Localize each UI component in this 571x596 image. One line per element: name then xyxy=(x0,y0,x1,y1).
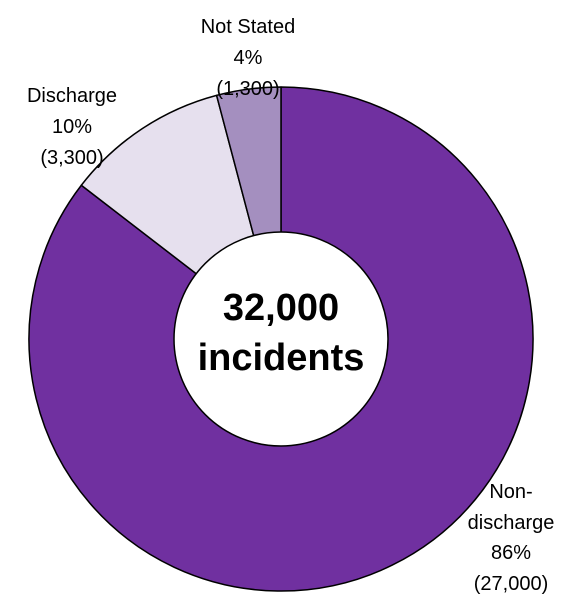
slice-label-name-1: Non- xyxy=(489,481,532,503)
slice-label-percent: 86% xyxy=(491,542,531,564)
slice-label-discharge: Discharge 10% (3,300) xyxy=(27,85,117,169)
slice-label-non-discharge: Non- discharge 86% (27,000) xyxy=(468,481,555,595)
slice-label-name: Not Stated xyxy=(201,16,296,38)
slice-label-percent: 10% xyxy=(52,116,92,138)
slice-label-count: (3,300) xyxy=(40,147,103,169)
slice-label-count: (27,000) xyxy=(474,573,549,595)
slice-label-name-2: discharge xyxy=(468,512,555,534)
slice-label-count: (1,300) xyxy=(216,78,279,100)
slice-label-name: Discharge xyxy=(27,85,117,107)
donut-hole xyxy=(173,231,389,447)
center-label-line-1: 32,000 xyxy=(223,287,339,329)
slice-label-percent: 4% xyxy=(234,47,263,69)
slice-label-not-stated: Not Stated 4% (1,300) xyxy=(201,16,296,100)
center-label-line-2: incidents xyxy=(198,337,365,379)
